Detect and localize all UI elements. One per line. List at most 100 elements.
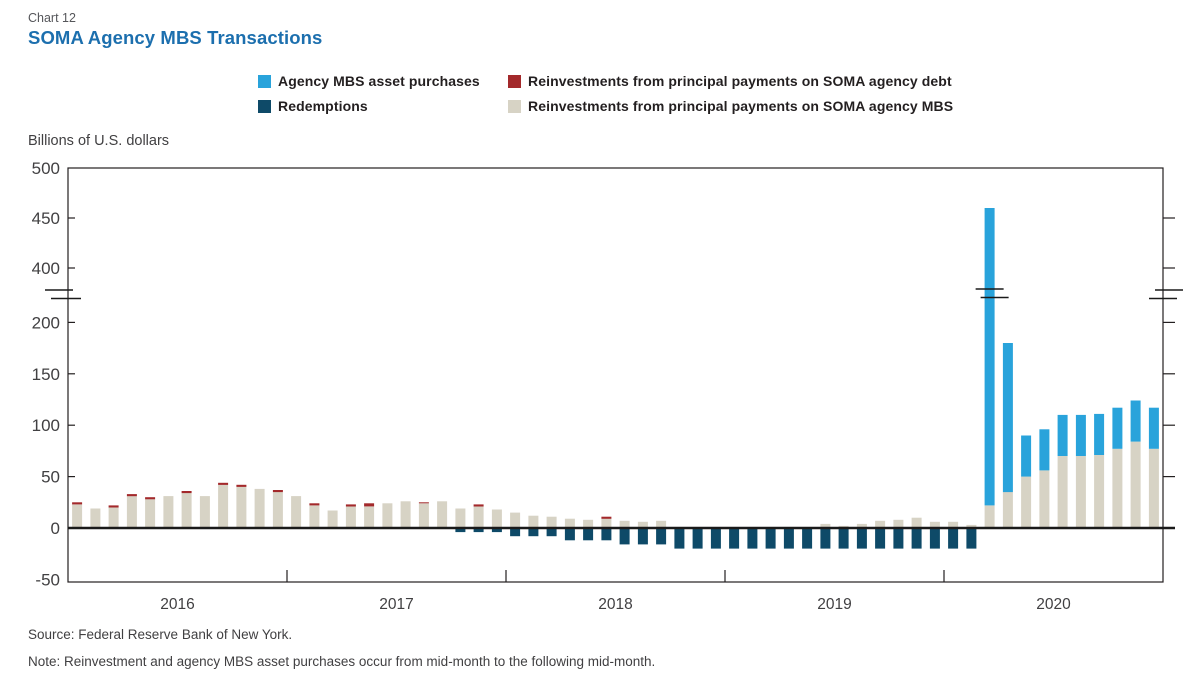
bar-segment — [345, 504, 356, 507]
bar-segment — [218, 484, 229, 528]
bar-segment-negative — [838, 528, 849, 549]
bar-segment — [656, 520, 667, 528]
bar-segment — [948, 521, 959, 528]
bar-segment-negative — [510, 528, 521, 537]
bar-segment-negative — [820, 528, 831, 549]
legend-item-debt-reinvestments: Reinvestments from principal payments on… — [508, 73, 952, 89]
bar-segment — [601, 518, 612, 528]
bar-segment — [145, 499, 156, 528]
bar-segment — [637, 521, 648, 528]
bar-segment — [1075, 414, 1086, 456]
bar-segment — [893, 519, 904, 528]
y-tick-label: 150 — [32, 365, 60, 384]
y-axis-unit-label: Billions of U.S. dollars — [28, 133, 170, 149]
bar-segment — [911, 517, 922, 528]
bar-segment-negative — [637, 528, 648, 545]
bar-segment — [473, 504, 484, 507]
bar-segment — [236, 484, 247, 487]
bar-segment — [382, 503, 393, 528]
bar-segment — [1021, 476, 1032, 528]
bar-segment — [619, 520, 630, 528]
bar-segment — [418, 503, 429, 528]
bar-segment — [418, 502, 429, 504]
bar-segment-negative — [656, 528, 667, 545]
bar-segment-negative — [491, 528, 502, 533]
bar-segment — [856, 523, 867, 528]
bar-segment — [491, 509, 502, 528]
bar-segment-negative — [674, 528, 685, 549]
bar-segment — [108, 505, 119, 508]
bar-segment — [309, 503, 320, 506]
bar-segment — [145, 497, 156, 500]
source-note: Source: Federal Reserve Bank of New York… — [28, 627, 293, 642]
bar-segment — [199, 496, 210, 528]
bar-segment — [291, 496, 302, 528]
bar-segment — [437, 501, 448, 528]
bar-segment — [309, 505, 320, 528]
bar-segment-negative — [948, 528, 959, 549]
bar-segment-negative — [473, 528, 484, 533]
bar-segment — [236, 486, 247, 528]
bar-segment — [1130, 400, 1141, 442]
bar-segment — [1002, 343, 1013, 493]
bar-segment — [1021, 435, 1032, 477]
bar-segment — [272, 492, 283, 528]
bar-segment — [510, 512, 521, 528]
bar-segment — [218, 482, 229, 485]
legend-item-mbs-reinvestments: Reinvestments from principal payments on… — [508, 98, 953, 114]
bar-segment — [546, 516, 557, 528]
bar-segment — [820, 523, 831, 528]
redemptions-swatch-icon — [258, 99, 271, 113]
bar-segment — [1130, 441, 1141, 528]
bar-segment-negative — [710, 528, 721, 549]
bar-segment — [929, 521, 940, 528]
bar-segment — [1112, 448, 1123, 528]
bar-segment — [72, 502, 83, 505]
bar-segment-negative — [966, 528, 977, 549]
bar-segment — [455, 508, 466, 528]
bar-segment — [528, 515, 539, 528]
y-tick-label: 100 — [32, 416, 60, 435]
bar-segment — [108, 507, 119, 528]
legend-label: Agency MBS asset purchases — [278, 73, 480, 89]
bar-segment — [984, 208, 995, 506]
bar-segment — [564, 518, 575, 528]
bar-segment — [181, 491, 192, 494]
x-year-label: 2016 — [160, 596, 194, 613]
bar-segment — [1039, 429, 1050, 471]
bar-segment — [1075, 456, 1086, 528]
chart-number-label: Chart 12 — [28, 11, 76, 25]
bar-segment-negative — [856, 528, 867, 549]
bar-segment — [1057, 456, 1068, 528]
bar-segment-negative — [455, 528, 466, 533]
bar-segment — [1094, 413, 1105, 455]
bar-segment — [72, 504, 83, 528]
bar-segment-negative — [619, 528, 630, 545]
bar-segment-negative — [747, 528, 758, 549]
x-year-label: 2020 — [1036, 596, 1071, 613]
bar-segment — [1094, 455, 1105, 528]
bar-segment-negative — [601, 528, 612, 541]
x-year-label: 2019 — [817, 596, 851, 613]
bar-segment — [254, 488, 265, 528]
bar-segment — [1039, 470, 1050, 528]
bar-segment-negative — [583, 528, 594, 541]
y-tick-label: 500 — [32, 159, 60, 178]
bar-segment — [966, 524, 977, 528]
bar-segment-negative — [875, 528, 886, 549]
bar-segment-negative — [911, 528, 922, 549]
bar-segment — [345, 506, 356, 528]
x-year-label: 2017 — [379, 596, 413, 613]
legend-label: Reinvestments from principal payments on… — [528, 98, 954, 114]
y-tick-label: -50 — [35, 570, 60, 589]
bar-segment-negative — [528, 528, 539, 537]
bar-segment-negative — [802, 528, 813, 549]
legend-label: Reinvestments from principal payments on… — [528, 73, 952, 89]
purchases-swatch-icon — [258, 74, 271, 88]
bar-segment — [984, 505, 995, 528]
bar-segment-negative — [729, 528, 740, 549]
bar-segment-negative — [783, 528, 794, 549]
debt-reinvest-swatch-icon — [508, 74, 521, 88]
y-tick-label: 200 — [32, 313, 60, 332]
